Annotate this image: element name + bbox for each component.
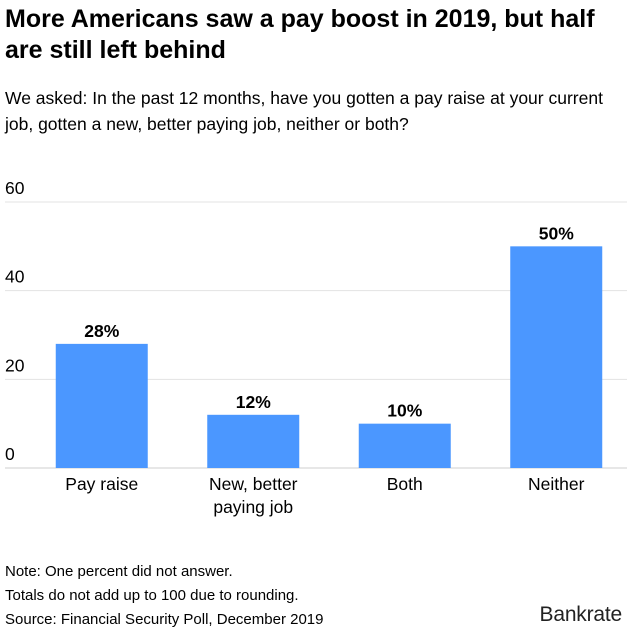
bar (510, 246, 603, 468)
bar-chart: 0 20 40 60 28% 12% 10% 50% Pay raise New, bette… (5, 178, 627, 517)
x-tick-label-line: Neither (528, 474, 585, 494)
chart-subtitle: We asked: In the past 12 months, have yo… (5, 88, 603, 134)
data-labels: 28% 12% 10% 50% (84, 223, 574, 420)
x-tick-label: Pay raise (65, 474, 138, 494)
y-tick-label: 60 (5, 178, 25, 198)
x-tick-label: Neither (528, 474, 585, 494)
y-tick-label: 0 (5, 444, 15, 464)
source-line: Source: Financial Security Poll, Decembe… (5, 611, 324, 628)
x-axis-ticks: Pay raise New, better paying job Both Neithe… (65, 474, 584, 517)
data-label: 50% (539, 223, 574, 243)
data-label: 12% (236, 392, 271, 412)
y-axis-ticks: 0 20 40 60 (5, 178, 25, 464)
x-tick-label: New, better paying job (209, 474, 298, 517)
data-label: 10% (387, 401, 422, 421)
x-tick-label-line: New, better (209, 474, 298, 494)
note-line: Totals do not add up to 100 due to round… (5, 587, 299, 604)
x-tick-label-line: paying job (213, 497, 293, 517)
bankrate-logo: Bankrate (539, 603, 623, 626)
note-line: Note: One percent did not answer. (5, 563, 233, 580)
x-tick-label-line: Pay raise (65, 474, 138, 494)
y-tick-label: 40 (5, 267, 25, 287)
bar (55, 343, 148, 468)
x-tick-label-line: Both (387, 474, 423, 494)
bars (55, 246, 603, 468)
chart-notes: Note: One percent did not answer. Totals… (5, 560, 324, 632)
x-tick-label: Both (387, 474, 423, 494)
data-label: 28% (84, 321, 119, 341)
bar (207, 414, 300, 468)
chart-title: More Americans saw a pay boost in 2019, … (5, 5, 595, 64)
y-tick-label: 20 (5, 355, 25, 375)
bar (358, 423, 451, 468)
